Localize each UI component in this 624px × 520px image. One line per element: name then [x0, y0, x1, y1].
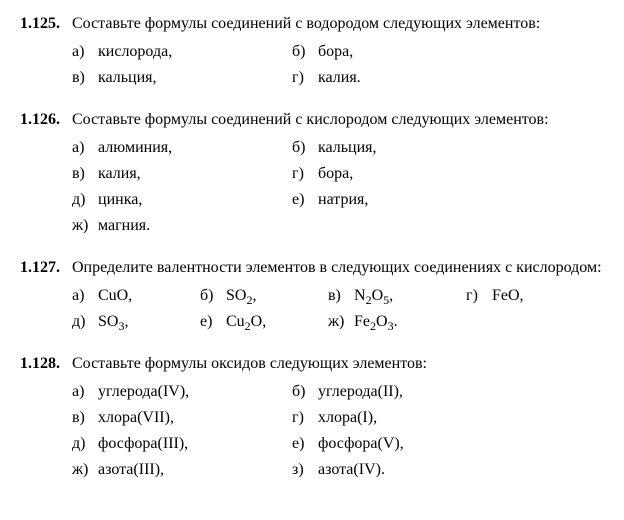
- option-text: магния.: [98, 217, 150, 234]
- option-item: а)кислорода,: [72, 40, 272, 64]
- option-item: д)цинка,: [72, 188, 272, 212]
- options-grid: а)алюминия, б)кальция, в)калия, г)бора, д)ци…: [72, 136, 604, 238]
- option-item: г)хлора(I),: [292, 406, 492, 430]
- problem: 1.126.Составьте формулы соединений с кис…: [20, 108, 604, 238]
- option-label: ж): [72, 214, 98, 238]
- option-text: углерода(II),: [318, 383, 403, 400]
- option-text: SO2,: [226, 287, 256, 304]
- problem-number: 1.127.: [20, 256, 72, 280]
- option-label: а): [72, 136, 98, 160]
- problem: 1.125.Составьте формулы соединений с вод…: [20, 12, 604, 90]
- option-label: б): [292, 380, 318, 404]
- problem-text: Составьте формулы соединений с кислородо…: [72, 108, 604, 132]
- option-label: б): [200, 284, 226, 308]
- option-item: в)кальция,: [72, 66, 272, 90]
- problem-number: 1.128.: [20, 352, 72, 376]
- option-item: б)бора,: [292, 40, 492, 64]
- option-item: а)алюминия,: [72, 136, 272, 160]
- option-label: д): [72, 188, 98, 212]
- option-text: бора,: [318, 165, 353, 182]
- option-label: а): [72, 284, 98, 308]
- option-text: Fe2O3.: [354, 313, 398, 330]
- option-item: а)CuO,: [72, 284, 192, 308]
- option-text: калия,: [98, 165, 141, 182]
- option-text: N2O5,: [354, 287, 393, 304]
- option-item: г)калия.: [292, 66, 492, 90]
- option-label: ж): [72, 458, 98, 482]
- option-label: ж): [328, 310, 354, 334]
- option-item: б)кальция,: [292, 136, 492, 160]
- options-grid: а)кислорода, б)бора, в)кальция, г)калия.: [72, 40, 604, 90]
- problem-header: 1.125.Составьте формулы соединений с вод…: [20, 12, 604, 36]
- option-text: Cu2O,: [226, 313, 266, 330]
- option-item: ж)азота(III),: [72, 458, 272, 482]
- option-item: г)бора,: [292, 162, 492, 186]
- option-label: в): [328, 284, 354, 308]
- option-text: FeO,: [492, 287, 524, 304]
- option-label: з): [292, 458, 318, 482]
- problem-text: Определите валентности элементов в следу…: [72, 256, 604, 280]
- option-text: кислорода,: [98, 43, 172, 60]
- option-text: кальция,: [318, 139, 377, 156]
- option-text: бора,: [318, 43, 353, 60]
- option-item: д)фосфора(III),: [72, 432, 272, 456]
- option-item: в)калия,: [72, 162, 272, 186]
- option-label: в): [72, 406, 98, 430]
- problem-text: Составьте формулы соединений с водородом…: [72, 12, 604, 36]
- option-label: г): [292, 406, 318, 430]
- problem-header: 1.126.Составьте формулы соединений с кис…: [20, 108, 604, 132]
- option-label: г): [292, 162, 318, 186]
- problem: 1.128.Составьте формулы оксидов следующи…: [20, 352, 604, 482]
- option-text: углерода(IV),: [98, 383, 189, 400]
- option-text: кальция,: [98, 69, 157, 86]
- option-label: е): [292, 432, 318, 456]
- option-text: фосфора(III),: [98, 435, 188, 452]
- option-label: б): [292, 40, 318, 64]
- problem-number: 1.126.: [20, 108, 72, 132]
- option-label: а): [72, 380, 98, 404]
- problem-text: Составьте формулы оксидов следующих элем…: [72, 352, 604, 376]
- option-text: цинка,: [98, 191, 142, 208]
- option-text: хлора(VII),: [98, 409, 174, 426]
- problem-header: 1.127.Определите валентности элементов в…: [20, 256, 604, 280]
- option-label: в): [72, 162, 98, 186]
- option-label: д): [72, 310, 98, 334]
- option-text: азота(IV).: [318, 461, 385, 478]
- option-label: д): [72, 432, 98, 456]
- option-label: б): [292, 136, 318, 160]
- option-item: ж)магния.: [72, 214, 272, 238]
- problems-container: 1.125.Составьте формулы соединений с вод…: [20, 12, 604, 482]
- option-text: CuO,: [98, 287, 132, 304]
- option-text: натрия,: [318, 191, 368, 208]
- option-item: е)фосфора(V),: [292, 432, 492, 456]
- option-text: SO3,: [98, 313, 128, 330]
- option-text: фосфора(V),: [318, 435, 404, 452]
- option-item: е)Cu2O,: [200, 310, 320, 334]
- option-text: азота(III),: [98, 461, 164, 478]
- option-label: е): [200, 310, 226, 334]
- option-text: калия.: [318, 69, 361, 86]
- option-label: в): [72, 66, 98, 90]
- option-item: б)SO2,: [200, 284, 320, 308]
- option-label: е): [292, 188, 318, 212]
- problem-number: 1.125.: [20, 12, 72, 36]
- option-text: хлора(I),: [318, 409, 377, 426]
- problem: 1.127.Определите валентности элементов в…: [20, 256, 604, 334]
- option-item: б)углерода(II),: [292, 380, 492, 404]
- option-label: г): [466, 284, 492, 308]
- option-label: г): [292, 66, 318, 90]
- option-item: г)FeO,: [466, 284, 586, 308]
- option-item: з)азота(IV).: [292, 458, 492, 482]
- option-item: д)SO3,: [72, 310, 192, 334]
- option-item: а)углерода(IV),: [72, 380, 272, 404]
- option-label: а): [72, 40, 98, 64]
- options-grid: а)CuO, б)SO2, в)N2O5, г)FeO, д)SO3, е)Cu2O, ж)…: [72, 284, 604, 334]
- option-item: в)N2O5,: [328, 284, 458, 308]
- problem-header: 1.128.Составьте формулы оксидов следующи…: [20, 352, 604, 376]
- option-item: в)хлора(VII),: [72, 406, 272, 430]
- option-text: алюминия,: [98, 139, 172, 156]
- option-item: е)натрия,: [292, 188, 492, 212]
- options-grid: а)углерода(IV), б)углерода(II), в)хлора(VI…: [72, 380, 604, 482]
- option-item: ж)Fe2O3.: [328, 310, 458, 334]
